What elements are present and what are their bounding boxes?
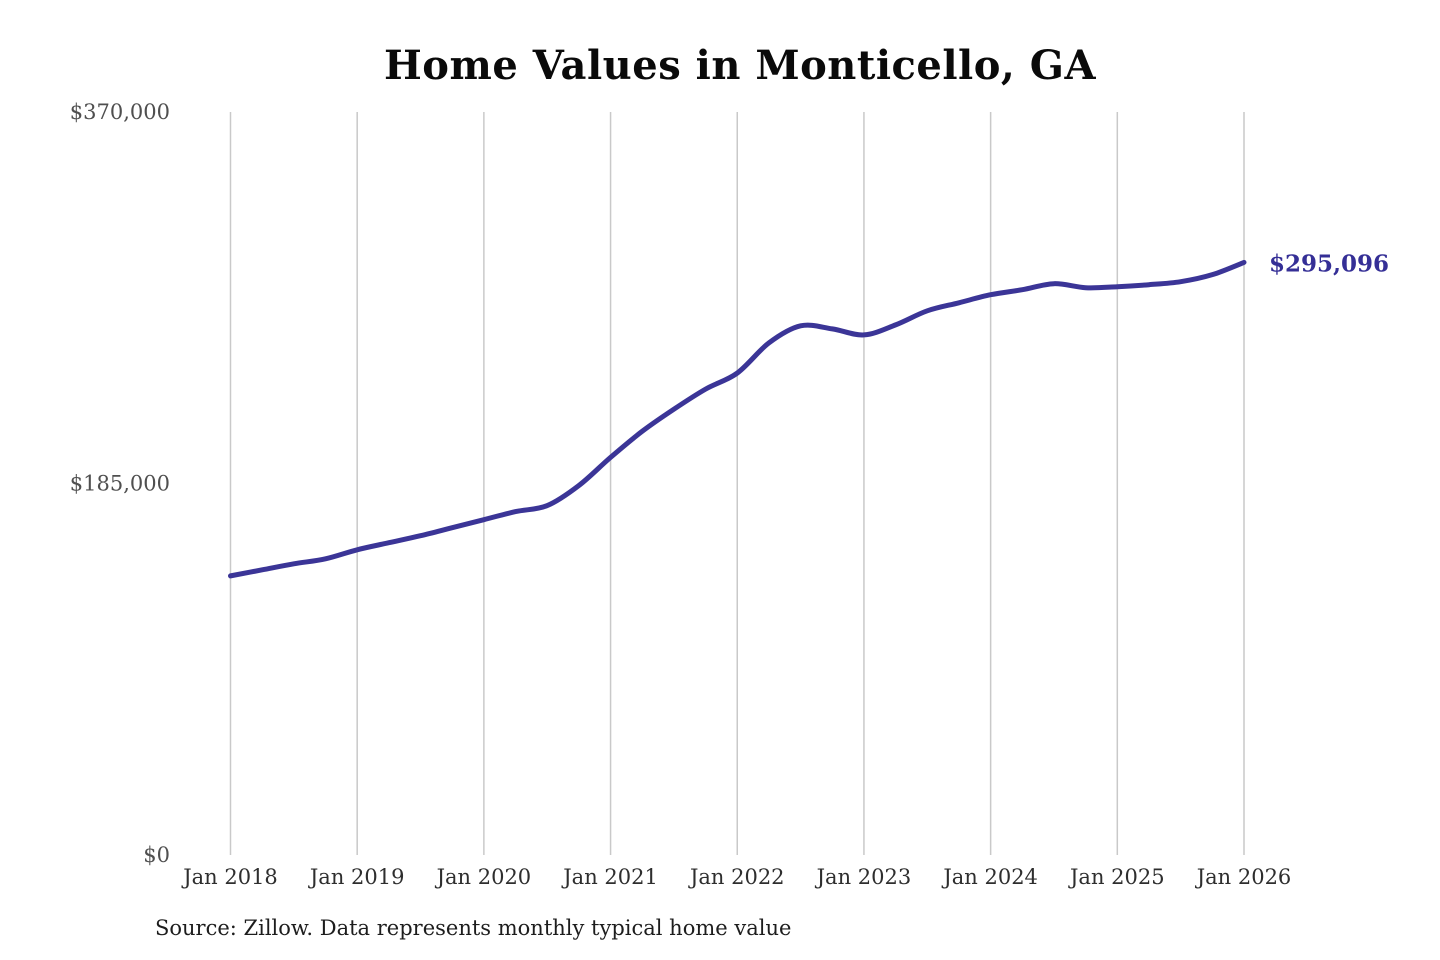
x-tick-label: Jan 2023 <box>815 865 912 889</box>
y-tick-label: $185,000 <box>70 472 170 496</box>
x-tick-label: Jan 2018 <box>181 865 278 889</box>
x-tick-label: Jan 2024 <box>941 865 1038 889</box>
y-tick-label: $0 <box>143 843 170 867</box>
end-value-label: $295,096 <box>1269 250 1389 277</box>
y-tick-label: $370,000 <box>70 100 170 124</box>
x-tick-label: Jan 2019 <box>308 865 405 889</box>
x-tick-label: Jan 2025 <box>1068 865 1165 889</box>
x-tick-label: Jan 2021 <box>561 865 658 889</box>
x-tick-label: Jan 2022 <box>688 865 785 889</box>
x-tick-label: Jan 2020 <box>435 865 532 889</box>
value-line <box>228 259 1247 579</box>
chart-title: Home Values in Monticello, GA <box>384 42 1096 89</box>
x-tick-label: Jan 2026 <box>1195 865 1292 889</box>
source-note: Source: Zillow. Data represents monthly … <box>155 916 792 940</box>
